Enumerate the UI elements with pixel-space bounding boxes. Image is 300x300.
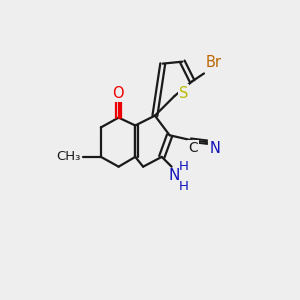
Text: O: O — [112, 85, 123, 100]
Text: CH₃: CH₃ — [56, 150, 80, 164]
Text: Br: Br — [206, 55, 222, 70]
Text: S: S — [179, 85, 188, 100]
Text: H: H — [178, 160, 188, 173]
Text: N: N — [169, 168, 180, 183]
Text: C: C — [188, 141, 198, 155]
Text: N: N — [209, 140, 220, 155]
Text: H: H — [178, 180, 188, 193]
